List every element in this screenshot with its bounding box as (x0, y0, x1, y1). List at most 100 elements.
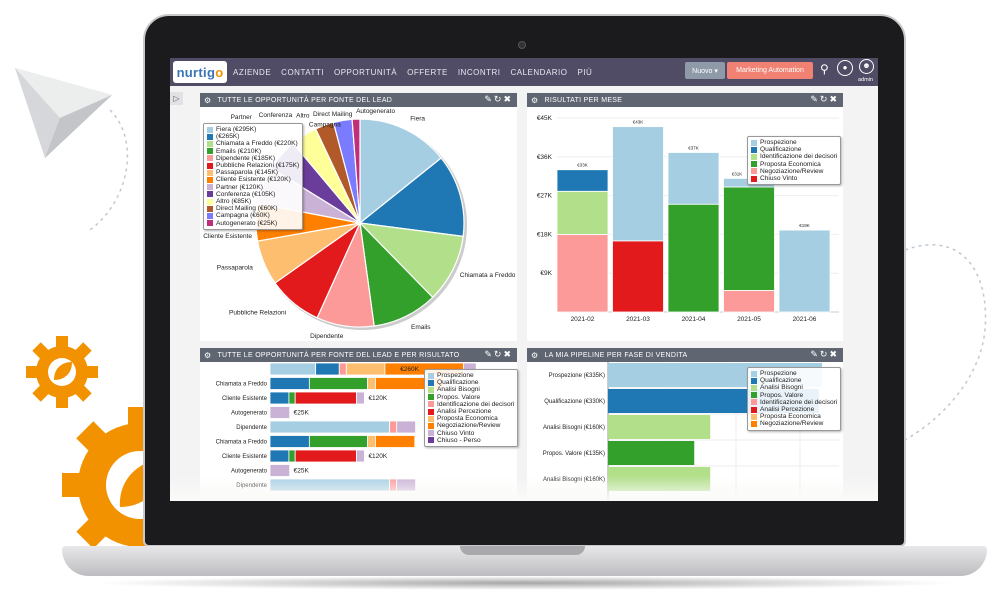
legend-item[interactable]: Identificazione dei decisori (751, 399, 837, 406)
legend-item[interactable]: Negoziazione/Review (428, 422, 514, 429)
bar-segment (269, 435, 310, 448)
legend-item[interactable]: Analisi Percezione (751, 406, 837, 413)
legend-item[interactable]: Analisi Percezione (428, 408, 514, 415)
legend-label: Qualificazione (437, 379, 479, 387)
legend-item[interactable]: Chiuso Vinto (751, 175, 837, 182)
pie-slice-label: Campagna (309, 122, 341, 129)
menu-aziende[interactable]: AZIENDE (233, 67, 272, 77)
legend-item[interactable]: Qualificazione (751, 146, 837, 153)
row-label: Chiamata a Freddo (216, 382, 268, 388)
bar-segment (269, 362, 317, 376)
legend-item[interactable]: Identificazione dei decisori (751, 153, 837, 160)
dashlet-tools[interactable]: ✎↻✖ (484, 94, 513, 104)
notifications-icon[interactable]: ● (837, 60, 853, 76)
small-gear-icon (26, 336, 98, 408)
bar-segment (556, 190, 609, 235)
legend-item[interactable]: Direct Mailing (€60K) (207, 205, 299, 212)
legend-item[interactable]: Prospezione (751, 139, 837, 146)
legend-item[interactable]: Propos. Valore (751, 392, 837, 399)
bar-segment (396, 420, 416, 434)
bar-segment (345, 362, 386, 376)
new-button[interactable]: Nuovo ▾ (685, 62, 725, 79)
legend-swatch (751, 175, 757, 182)
pie-legend: Fiera (€295K) (€265K) Chiamata a Freddo (€… (203, 123, 304, 230)
legend-item[interactable]: (€265K) (207, 133, 299, 140)
legend-label: Analisi Percezione (760, 406, 815, 414)
y-tick-label: €9K (540, 270, 552, 277)
bar-segment (288, 449, 296, 463)
legend-item[interactable]: Negoziazione/Review (751, 168, 837, 175)
legend-label: Prospezione (760, 139, 797, 146)
dashlet-title: LA MIA PIPELINE PER FASE DI VENDITA (544, 351, 688, 359)
legend-item[interactable]: Qualificazione (428, 379, 514, 386)
legend-item[interactable]: Chiamata a Freddo (€220K) (207, 140, 299, 147)
menu-piu[interactable]: PIÙ (577, 67, 593, 77)
settings-icon[interactable]: ⚙ (204, 350, 212, 360)
menu-calendario[interactable]: CALENDARIO (510, 67, 568, 77)
legend-item[interactable]: Prospezione (428, 372, 514, 379)
legend-item[interactable]: Proposta Economica (428, 415, 514, 422)
legend-item[interactable]: Pubbliche Relazioni (€175K) (207, 162, 299, 169)
legend-item[interactable]: Cliente Esistente (€120K) (207, 176, 299, 183)
legend-item[interactable]: Propos. Valore (428, 394, 514, 401)
menu-opportunita[interactable]: OPPORTUNITÀ (333, 67, 398, 77)
menu-offerte[interactable]: OFFERTE (407, 67, 448, 77)
pie-slice (358, 222, 464, 299)
legend-item[interactable]: Prospezione (751, 370, 837, 377)
dashlet-tools[interactable]: ✎↻✖ (484, 349, 513, 359)
legend-label: Passaparola (€145K) (216, 169, 278, 177)
dashlet-tools[interactable]: ✎↻✖ (810, 349, 839, 359)
legend-item[interactable]: Campagna (€60K) (207, 212, 299, 219)
marketing-automation-button[interactable]: Marketing Automation (727, 62, 813, 79)
legend-item[interactable]: Passaparola (€145K) (207, 169, 299, 176)
legend-item[interactable]: Chiuso - Perso (428, 437, 514, 444)
legend-item[interactable]: Proposta Economica (751, 161, 837, 168)
legend-swatch (428, 423, 434, 430)
legend-item[interactable]: Fiera (€295K) (207, 126, 299, 133)
user-avatar-icon[interactable]: ☻ (859, 59, 874, 74)
search-icon[interactable]: ⚲ (820, 62, 829, 76)
dashlet-tools[interactable]: ✎↻✖ (810, 94, 839, 104)
bar-segment (308, 377, 368, 390)
sidebar-toggle[interactable]: ▷ (170, 92, 183, 105)
legend-item[interactable]: Analisi Bisogni (428, 386, 514, 393)
menu-incontri[interactable]: INCONTRI (457, 67, 501, 77)
laptop-notch (460, 546, 585, 555)
legend-item[interactable]: Partner (€120K) (207, 184, 299, 191)
legend-item[interactable]: Identificazione dei decisori (428, 401, 514, 408)
stage-label: Prospezione (€335K) (549, 373, 605, 379)
legend-swatch (428, 379, 434, 386)
bar-total-label: €43K (633, 120, 644, 125)
legend-item[interactable]: Autogenerato (€25K) (207, 220, 299, 227)
menu-contatti[interactable]: CONTATTI (281, 67, 324, 77)
legend-item[interactable]: Emails (€210K) (207, 148, 299, 155)
row-label: Autogenerato (231, 411, 268, 417)
legend-label: Negoziazione/Review (760, 167, 824, 175)
pie-slice-label: Passaparola (217, 265, 254, 272)
stacked-hbar-legend: Prospezione Qualificazione Analisi Bisogni… (424, 369, 519, 448)
pipeline-bar (608, 415, 711, 439)
legend-item[interactable]: Qualificazione (751, 377, 837, 384)
x-tick-label: 2021-05 (737, 316, 761, 323)
settings-icon[interactable]: ⚙ (531, 95, 539, 105)
legend-swatch (751, 168, 757, 175)
nurtigo-logo[interactable]: nurtig o (173, 61, 227, 83)
bar-segment (356, 449, 365, 463)
legend-item[interactable]: Conferenza (€105K) (207, 191, 299, 198)
legend-swatch (751, 421, 757, 428)
x-tick-label: 2021-04 (682, 316, 706, 323)
legend-label: Identificazione dei decisori (760, 153, 838, 161)
legend-label: (€265K) (216, 133, 240, 141)
legend-item[interactable]: Dipendente (€185K) (207, 155, 299, 162)
row-total-label: €25K (294, 410, 310, 417)
legend-item[interactable]: Analisi Bisogni (751, 384, 837, 391)
bar-segment (375, 435, 416, 448)
legend-item[interactable]: Proposta Economica (751, 413, 837, 420)
bar-segment (667, 152, 720, 205)
settings-icon[interactable]: ⚙ (204, 95, 212, 105)
bar-segment (389, 420, 398, 434)
legend-item[interactable]: Altro (€85K) (207, 198, 299, 205)
settings-icon[interactable]: ⚙ (531, 350, 539, 360)
legend-item[interactable]: Negoziazione/Review (751, 420, 837, 427)
legend-item[interactable]: Chiuso Vinto (428, 430, 514, 437)
